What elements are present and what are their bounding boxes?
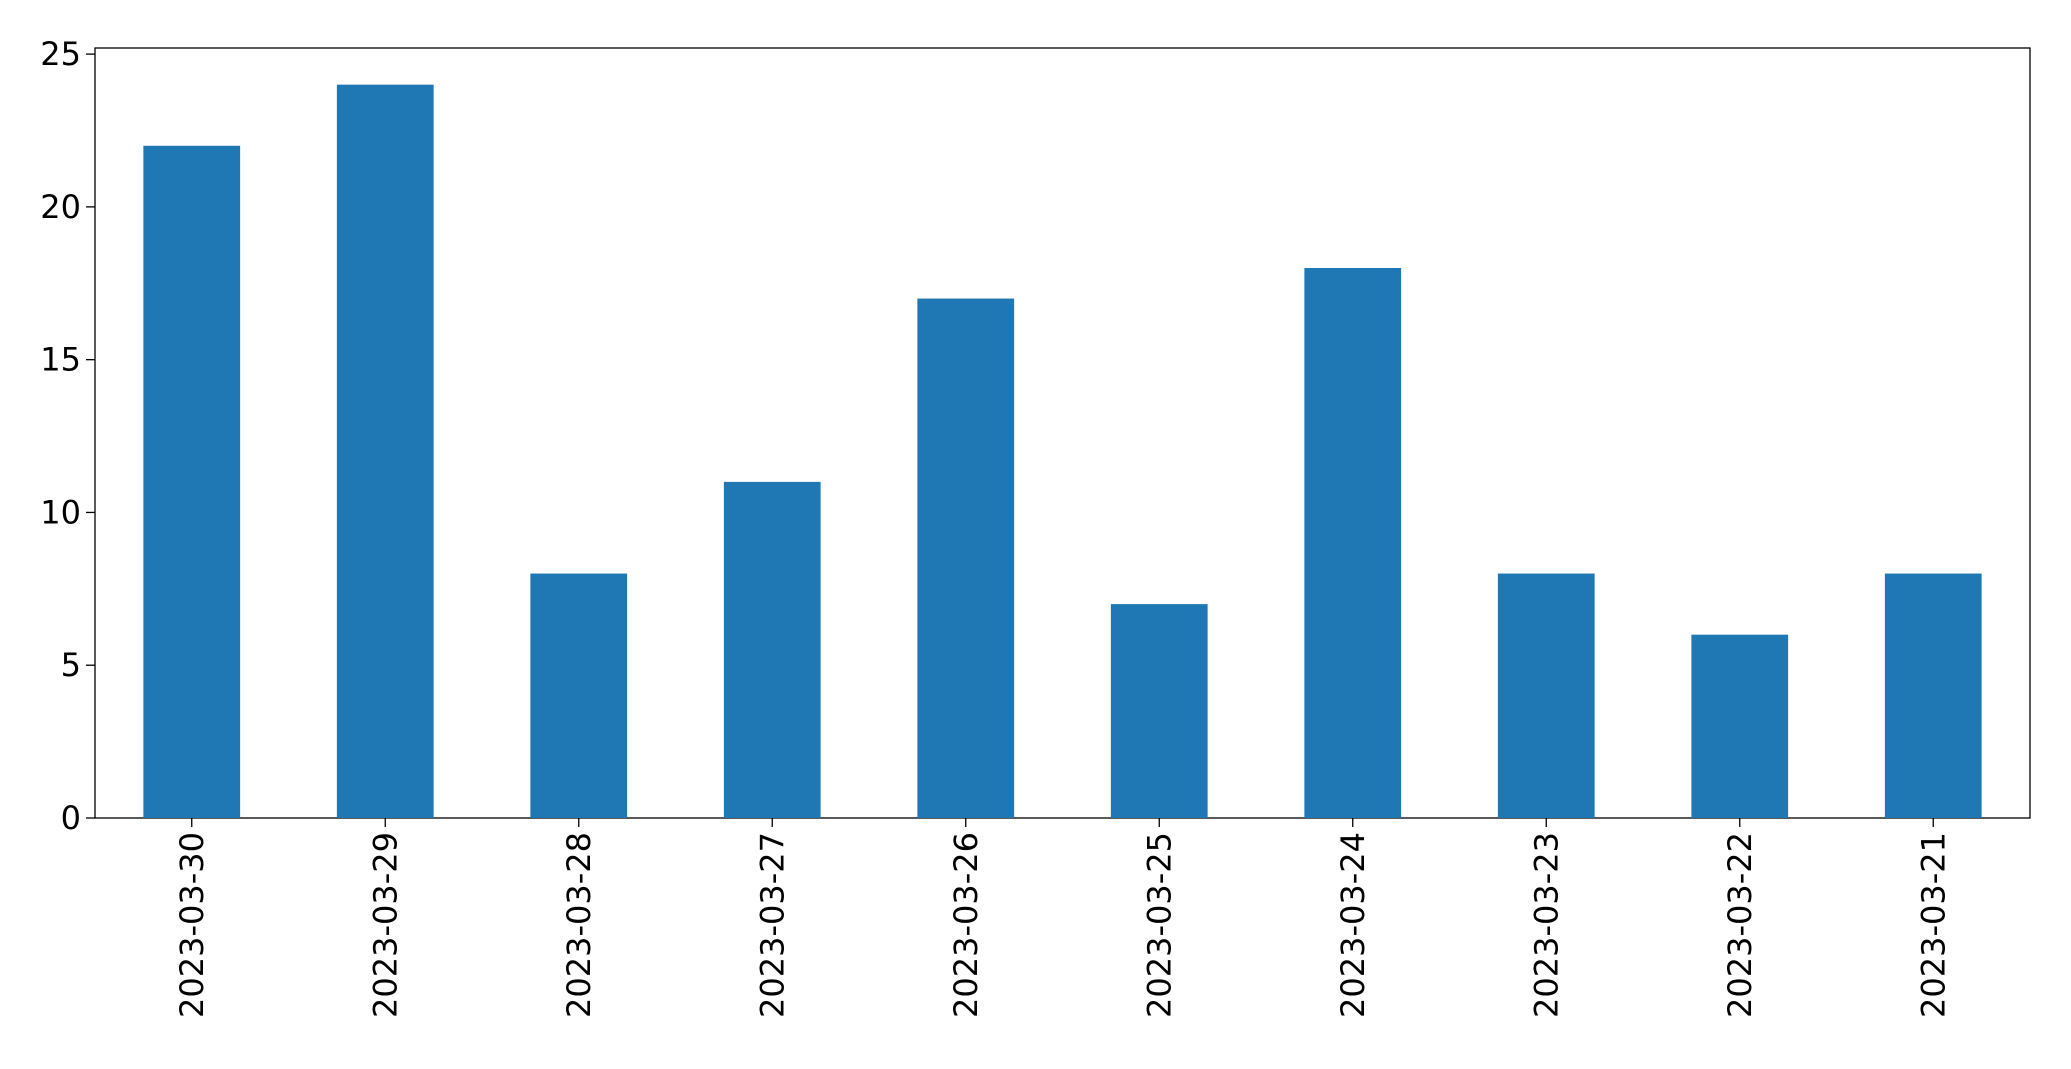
x-tick-label: 2023-03-26 [947,832,985,1018]
bar [336,84,434,818]
y-tick-label: 25 [40,35,81,73]
x-tick-label: 2023-03-24 [1334,832,1372,1018]
y-tick-label: 0 [61,799,81,837]
y-tick-label: 10 [40,493,81,531]
bar [1497,573,1595,818]
x-tick-label: 2023-03-25 [1140,832,1178,1018]
x-tick-label: 2023-03-28 [560,832,598,1018]
bar [1304,268,1402,818]
plot-frame [94,47,2031,819]
bar [917,298,1015,818]
bar [143,145,241,818]
bar [1110,604,1208,818]
bar [1691,634,1789,818]
x-tick-label: 2023-03-22 [1721,832,1759,1018]
x-tick-label: 2023-03-21 [1914,832,1952,1018]
x-tick-label: 2023-03-27 [753,832,791,1018]
y-tick-label: 20 [40,188,81,226]
x-tick-label: 2023-03-23 [1527,832,1565,1018]
bar [1884,573,1982,818]
y-tick-label: 15 [40,341,81,379]
bar [530,573,628,818]
bar [723,481,821,818]
y-tick-label: 5 [61,646,81,684]
x-tick-label: 2023-03-29 [366,832,404,1018]
x-tick-label: 2023-03-30 [173,832,211,1018]
